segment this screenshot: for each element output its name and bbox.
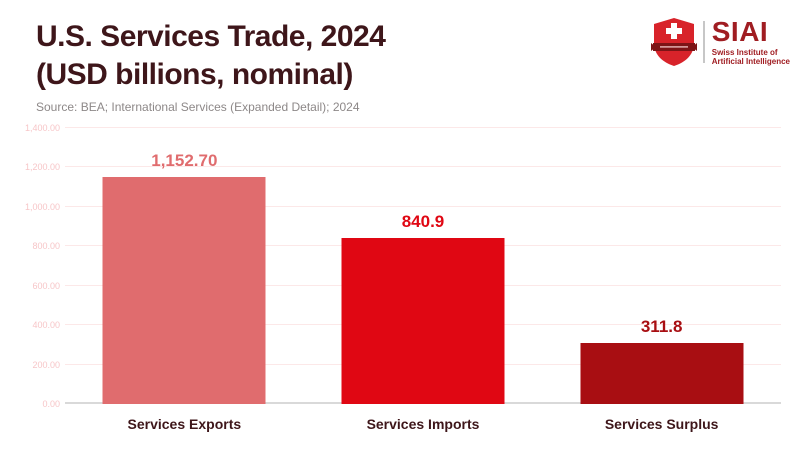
y-axis-tick-label: 600.00 — [32, 280, 60, 291]
bar-services-exports — [102, 176, 266, 404]
bar-services-imports — [341, 238, 505, 404]
y-axis-tick-label: 200.00 — [32, 359, 60, 370]
gridline — [65, 166, 781, 168]
siai-logo: SIAI Swiss Institute of Artificial Intel… — [650, 15, 790, 67]
y-axis-tick-labels: 0.00 200.00 400.00 600.00 800.00 1,000.00 1,20… — [0, 123, 60, 409]
gridline — [65, 127, 781, 128]
y-axis-tick-label: 1,000.00 — [24, 201, 60, 212]
plot-area: Services Exports 1,152.70 Services Imports… — [65, 127, 781, 432]
page-title-line2: (USD billions, nominal) — [36, 58, 353, 91]
y-axis-tick-label: 1,200.00 — [24, 162, 60, 173]
logo-subtitle-line1: Swiss Institute of — [711, 47, 778, 57]
bar-value-label: 840.9 — [401, 212, 445, 232]
y-axis-tick-label: 800.00 — [32, 241, 60, 252]
category-label: Services Imports — [366, 416, 480, 432]
logo-divider — [702, 21, 705, 63]
bar-column: 840.9 — [304, 128, 543, 404]
source-note: Source: BEA; International Services (Exp… — [36, 100, 360, 114]
logo-text: SIAI Swiss Institute of Artificial Intel… — [711, 15, 790, 67]
bar-services-surplus — [580, 342, 744, 404]
y-axis-tick-label: 0.00 — [42, 399, 60, 409]
bar-column: 311.8 — [542, 128, 781, 404]
swiss-shield-icon — [650, 18, 697, 66]
y-axis-tick-label: 1,400.00 — [24, 123, 60, 133]
bar-column: 1,152.70 — [65, 128, 304, 404]
logo-subtitle-line2: Artificial Intelligence — [711, 57, 790, 66]
page-title: U.S. Services Trade, 2024 (USD billions,… — [36, 18, 386, 94]
logo-acronym: SIAI — [711, 15, 769, 47]
gridline — [65, 205, 781, 207]
category-label: Services Surplus — [604, 416, 719, 432]
bar-value-label: 1,152.70 — [151, 150, 218, 170]
logo-subtitle: Swiss Institute of Artificial Intelligen… — [712, 48, 790, 67]
bar-value-label: 311.8 — [640, 316, 683, 336]
y-axis-tick-label: 400.00 — [32, 320, 60, 331]
category-label: Services Exports — [127, 416, 242, 432]
page-title-line1: U.S. Services Trade, 2024 — [36, 20, 386, 53]
